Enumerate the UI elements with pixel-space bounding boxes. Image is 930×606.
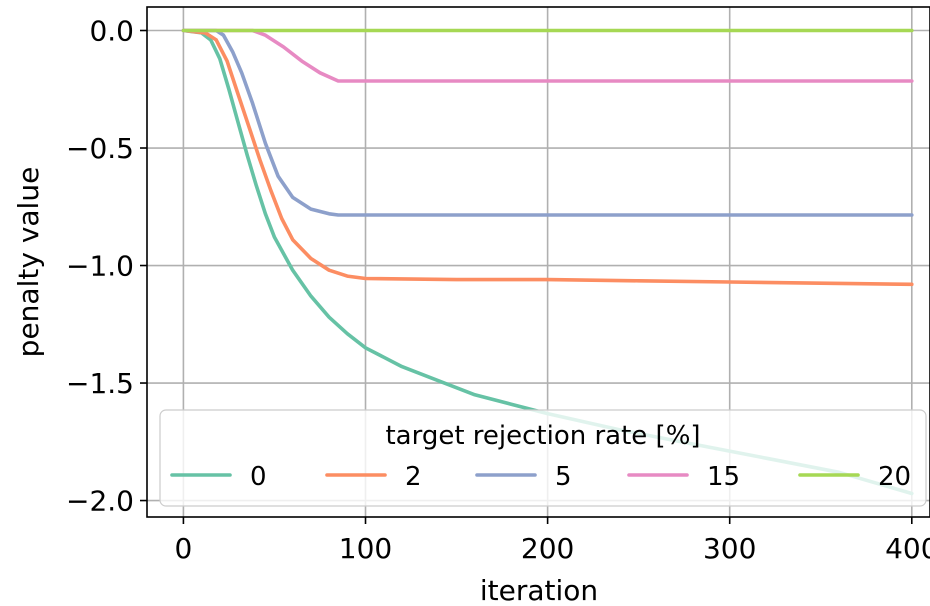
x-tick-label: 200 — [521, 532, 574, 565]
x-tick-label: 300 — [703, 532, 756, 565]
legend-box — [159, 409, 927, 507]
y-axis-label: penalty value — [12, 167, 45, 358]
x-tick-label: 100 — [339, 532, 392, 565]
legend-entries: 0 2 5 15 20 — [170, 462, 911, 492]
x-tick-label: 400 — [885, 532, 930, 565]
series-line-15 — [181, 28, 914, 83]
legend-label-0: 0 — [250, 462, 267, 492]
x-axis-label: iteration — [480, 574, 598, 606]
legend-label-15: 15 — [707, 462, 740, 492]
series-line-2 — [181, 28, 914, 287]
y-tick-label: −1.5 — [66, 367, 134, 400]
y-tick-label: −1.0 — [66, 250, 134, 283]
series-layer — [181, 28, 914, 496]
legend-label-20: 20 — [878, 462, 911, 492]
legend-label-2: 2 — [405, 462, 422, 492]
legend-title: target rejection rate [%] — [385, 421, 700, 451]
y-tick-label: 0.0 — [89, 15, 134, 48]
plot-frame — [146, 6, 930, 518]
y-tick-label: −2.0 — [66, 485, 134, 518]
legend-label-5: 5 — [555, 462, 572, 492]
x-tick-label: 0 — [175, 532, 193, 565]
series-line-5 — [181, 28, 914, 217]
legend: target rejection rate [%] 0 2 5 15 20 — [159, 409, 927, 507]
y-tick-label: −0.5 — [66, 132, 134, 165]
